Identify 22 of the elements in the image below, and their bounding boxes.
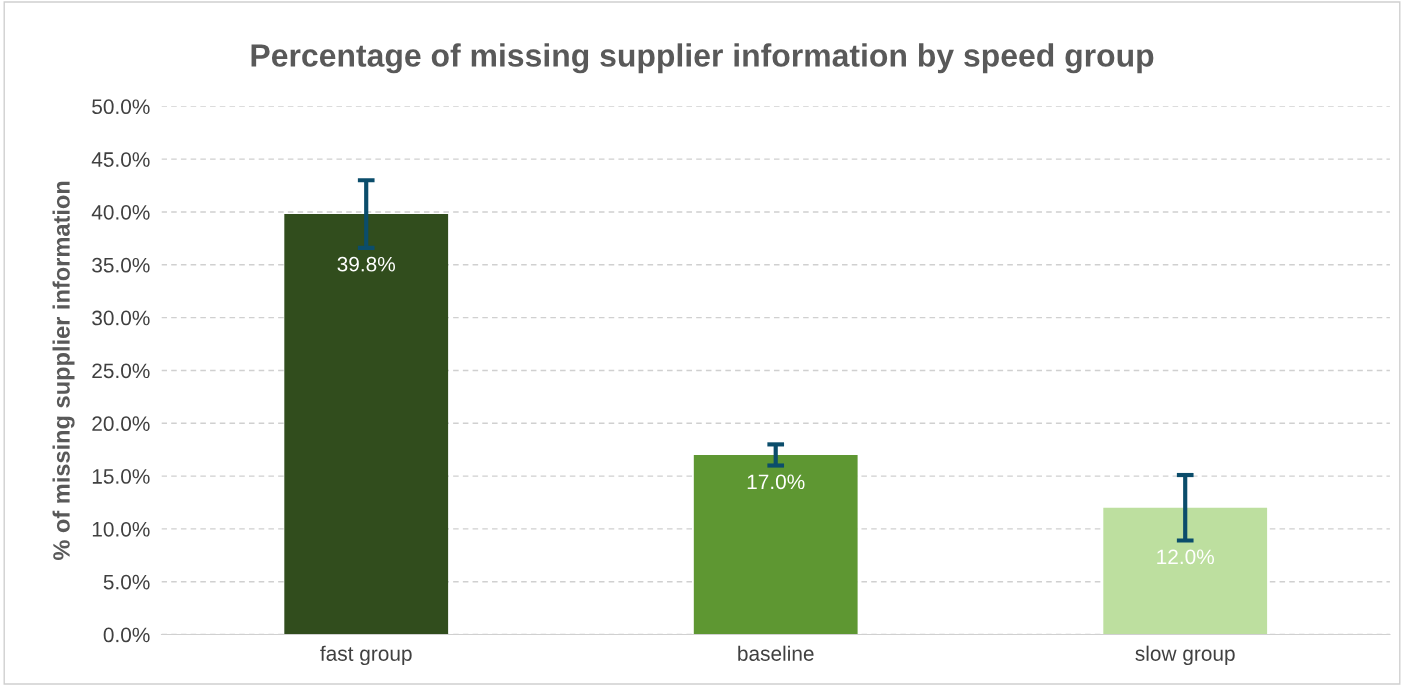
data-label: 17.0% <box>747 474 805 490</box>
bar <box>284 214 449 635</box>
y-tick-label: 15.0% <box>92 469 150 484</box>
bar <box>693 454 858 635</box>
y-tick-label: 50.0% <box>92 99 150 115</box>
y-tick-label: 30.0% <box>92 310 150 326</box>
y-axis-title: % of missing supplier information <box>52 181 75 561</box>
y-tick-label: 0.0% <box>103 627 150 643</box>
data-label: 39.8% <box>337 256 396 272</box>
y-tick-label: 20.0% <box>92 416 150 432</box>
y-tick-label: 35.0% <box>92 257 150 273</box>
data-label: 12.0% <box>1157 549 1215 565</box>
chart-title: Percentage of missing supplier information by speed group <box>251 43 1154 74</box>
bar <box>1103 507 1268 635</box>
y-tick-label: 45.0% <box>91 152 150 167</box>
x-tick-label: slow group <box>1135 645 1235 666</box>
y-tick-label: 40.0% <box>91 204 150 220</box>
y-tick-label: 5.0% <box>103 574 150 590</box>
y-tick-label: 25.0% <box>92 363 150 379</box>
x-tick-label: baseline <box>738 645 814 661</box>
x-tick-label: fast group <box>320 645 412 666</box>
y-tick-label: 10.0% <box>92 521 150 537</box>
